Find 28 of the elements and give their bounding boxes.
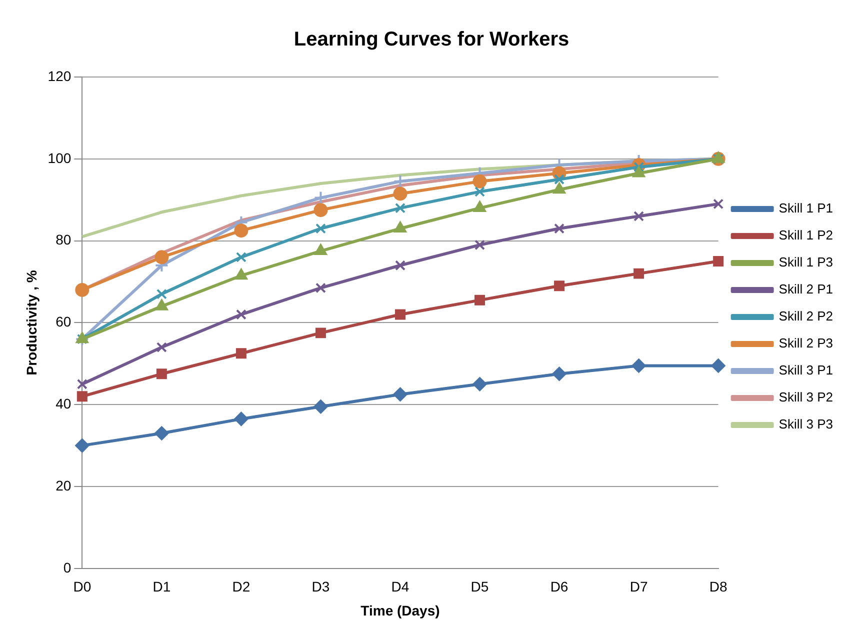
y-axis-title: Productivity , % [23, 270, 40, 376]
y-tick-label: 60 [56, 314, 72, 330]
x-tick-label: D8 [709, 578, 728, 595]
x-axis-title: Time (Days) [360, 602, 440, 618]
x-tick-label: D5 [470, 578, 489, 595]
legend-label: Skill 1 P1 [778, 200, 834, 216]
y-tick-label: 80 [56, 232, 72, 248]
x-tick-label: D4 [391, 578, 410, 595]
legend-label: Skill 3 P3 [778, 416, 834, 432]
legend-label: Skill 2 P2 [778, 308, 834, 324]
y-tick-label: 40 [56, 395, 72, 412]
x-tick-label: D1 [152, 578, 171, 595]
legend-label: Skill 1 P3 [778, 254, 834, 270]
x-tick-label: D3 [312, 578, 330, 595]
y-tick-label: 20 [56, 477, 72, 494]
legend-label: Skill 2 P1 [778, 282, 834, 297]
legend-label: Skill 3 P1 [778, 362, 834, 378]
y-tick-label: 100 [48, 150, 72, 166]
legend-label: Skill 1 P2 [778, 228, 834, 243]
y-tick-label: 0 [63, 559, 72, 576]
x-tick-label: D7 [630, 578, 648, 595]
legend-label: Skill 3 P2 [778, 390, 834, 405]
y-tick-label: 120 [48, 68, 72, 84]
x-tick-label: D0 [73, 578, 92, 595]
x-tick-label: D2 [232, 578, 250, 595]
x-tick-label: D6 [550, 578, 568, 595]
legend-label: Skill 2 P3 [778, 336, 834, 351]
chart-title: Learning Curves for Workers [294, 28, 570, 51]
